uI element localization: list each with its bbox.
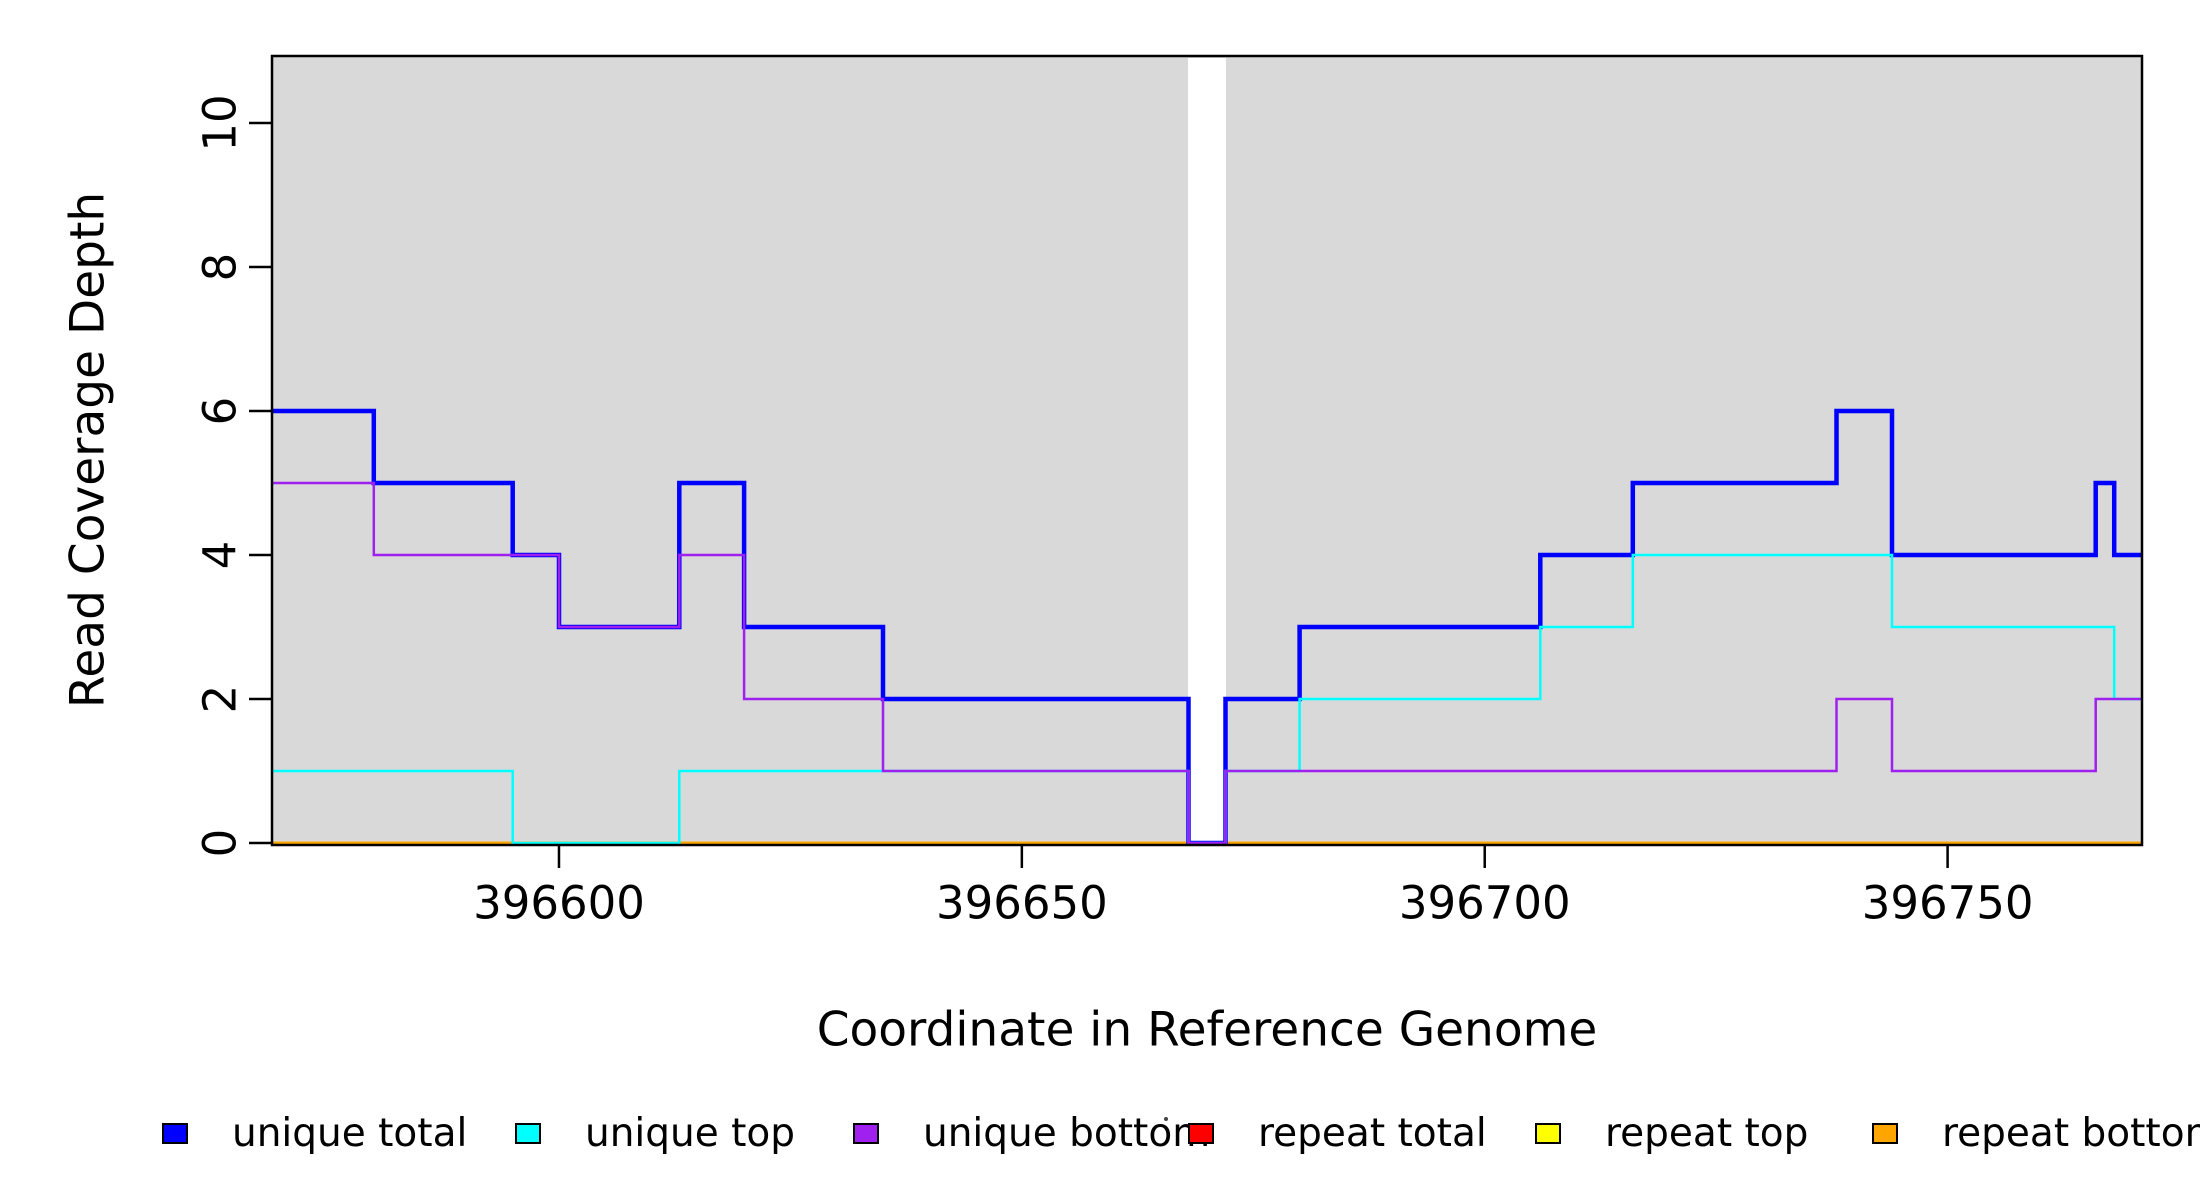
x-tick-label: 396600 xyxy=(473,876,645,930)
legend-item-repeat-bottom: repeat bottom xyxy=(1872,1110,2200,1156)
y-tick-label: 2 xyxy=(193,684,247,714)
legend-swatch-unique-top xyxy=(515,1122,541,1144)
y-tick-label: 6 xyxy=(193,396,247,426)
legend-item-repeat-total: repeat total xyxy=(1188,1110,1487,1156)
series-line-unique-top xyxy=(272,553,2142,845)
legend-swatch-unique-total xyxy=(162,1122,188,1144)
coverage-gap-band xyxy=(1188,58,1226,843)
legend-item-unique-bottom: unique bottom xyxy=(853,1110,1211,1156)
legend-item-unique-total: unique total xyxy=(162,1110,468,1156)
x-tick-label: 396700 xyxy=(1398,876,1571,930)
speck-artifact xyxy=(1164,1117,1168,1121)
x-tick-label: 396750 xyxy=(1861,876,2034,930)
legend-swatch-unique-bottom xyxy=(853,1122,879,1144)
series-line-unique-bottom xyxy=(272,481,2142,845)
legend-label: repeat total xyxy=(1258,1110,1487,1156)
x-tick-label: 396650 xyxy=(935,876,1108,930)
series-line-unique-total xyxy=(272,408,2142,846)
y-tick-label: 10 xyxy=(193,94,247,152)
y-axis-title: Read Coverage Depth xyxy=(60,191,116,709)
y-tick-label: 4 xyxy=(193,540,247,570)
y-tick-label: 0 xyxy=(193,828,247,858)
legend-label: repeat top xyxy=(1605,1110,1809,1156)
legend-label: unique bottom xyxy=(923,1110,1211,1156)
x-axis-title: Coordinate in Reference Genome xyxy=(816,1002,1598,1058)
legend-label: repeat bottom xyxy=(1942,1110,2200,1156)
legend-item-repeat-top: repeat top xyxy=(1535,1110,1809,1156)
legend-swatch-repeat-bottom xyxy=(1872,1122,1898,1144)
legend-swatch-repeat-total xyxy=(1188,1122,1214,1144)
legend-label: unique top xyxy=(585,1110,796,1156)
legend-swatch-repeat-top xyxy=(1535,1122,1561,1144)
legend-label: unique total xyxy=(232,1110,468,1156)
plot-border-box xyxy=(270,54,2144,847)
legend-item-unique-top: unique top xyxy=(515,1110,796,1156)
y-tick-label: 8 xyxy=(193,252,247,282)
